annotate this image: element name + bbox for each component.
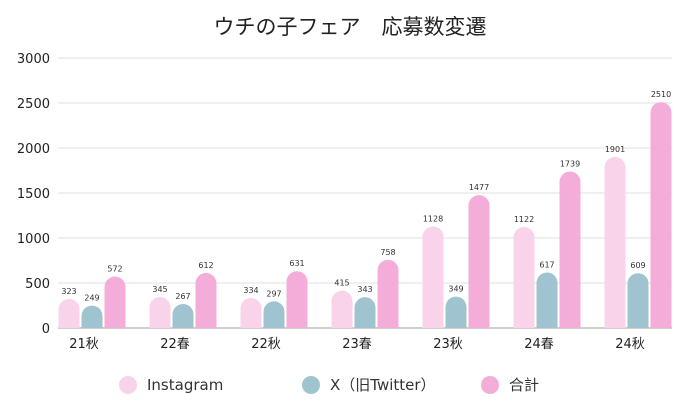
bar	[536, 272, 558, 328]
chart-title: ウチの子フェア 応募数変遷	[214, 15, 487, 39]
data-label: 617	[539, 260, 554, 269]
bar	[422, 226, 444, 328]
data-label: 612	[198, 261, 213, 270]
bar	[104, 276, 126, 328]
data-label: 572	[107, 265, 122, 274]
y-tick-label: 1500	[17, 187, 50, 202]
y-tick-label: 1000	[17, 232, 50, 247]
x-tick-label: 24秋	[615, 337, 645, 352]
data-label: 334	[243, 286, 258, 295]
bar	[627, 273, 649, 328]
data-label: 343	[357, 285, 372, 294]
legend-label: Instagram	[147, 376, 223, 394]
data-label: 631	[289, 259, 304, 268]
legend-swatch	[302, 376, 320, 394]
data-label: 1739	[560, 159, 580, 168]
bar	[331, 290, 353, 328]
x-tick-label: 21秋	[69, 337, 99, 352]
data-label: 249	[84, 294, 99, 303]
data-label: 1128	[423, 214, 443, 223]
y-tick-label: 0	[42, 322, 50, 337]
data-label: 2510	[651, 90, 671, 99]
bar	[81, 305, 103, 328]
bar	[559, 171, 581, 328]
bar	[149, 296, 171, 328]
bar	[445, 296, 467, 328]
bar	[286, 271, 308, 328]
x-tick-label: 23春	[342, 337, 372, 352]
bar	[195, 272, 217, 328]
data-label: 415	[334, 279, 349, 288]
bar	[263, 301, 285, 328]
legend-label: X（旧Twitter）	[330, 376, 436, 394]
x-tick-label: 22秋	[251, 337, 281, 352]
legend: Instagram X（旧Twitter） 合計	[119, 376, 539, 394]
legend-swatch	[481, 376, 499, 394]
data-label: 1477	[469, 183, 489, 192]
y-tick-label: 500	[25, 277, 50, 292]
y-axis: 0 500 1000 1500 2000 2500 3000	[17, 52, 50, 337]
data-label: 323	[61, 287, 76, 296]
data-label: 345	[152, 285, 167, 294]
data-label: 349	[448, 285, 463, 294]
bar	[58, 298, 80, 328]
bar	[650, 102, 672, 328]
data-label: 758	[380, 248, 395, 257]
x-tick-label: 23秋	[433, 337, 463, 352]
data-label: 1122	[514, 215, 534, 224]
bar	[513, 227, 535, 328]
legend-swatch	[119, 376, 137, 394]
data-label: 609	[630, 261, 645, 270]
bar	[354, 297, 376, 328]
y-tick-label: 2000	[17, 142, 50, 157]
data-label: 1901	[605, 145, 625, 154]
data-label: 267	[175, 292, 190, 301]
x-tick-label: 24春	[524, 337, 554, 352]
bars: 323 249 572 345 267 612 334 297 631 415 343 758 1128…	[58, 90, 672, 328]
x-axis: 21秋 22春 22秋 23春 23秋 24春 24秋	[69, 337, 645, 352]
bar	[604, 156, 626, 328]
data-label: 297	[266, 289, 281, 298]
bar	[240, 297, 262, 328]
bar	[468, 195, 490, 328]
y-tick-label: 3000	[17, 52, 50, 67]
x-tick-label: 22春	[160, 337, 190, 352]
bar	[172, 303, 194, 328]
legend-label: 合計	[509, 376, 539, 394]
bar	[377, 259, 399, 328]
y-tick-label: 2500	[17, 97, 50, 112]
